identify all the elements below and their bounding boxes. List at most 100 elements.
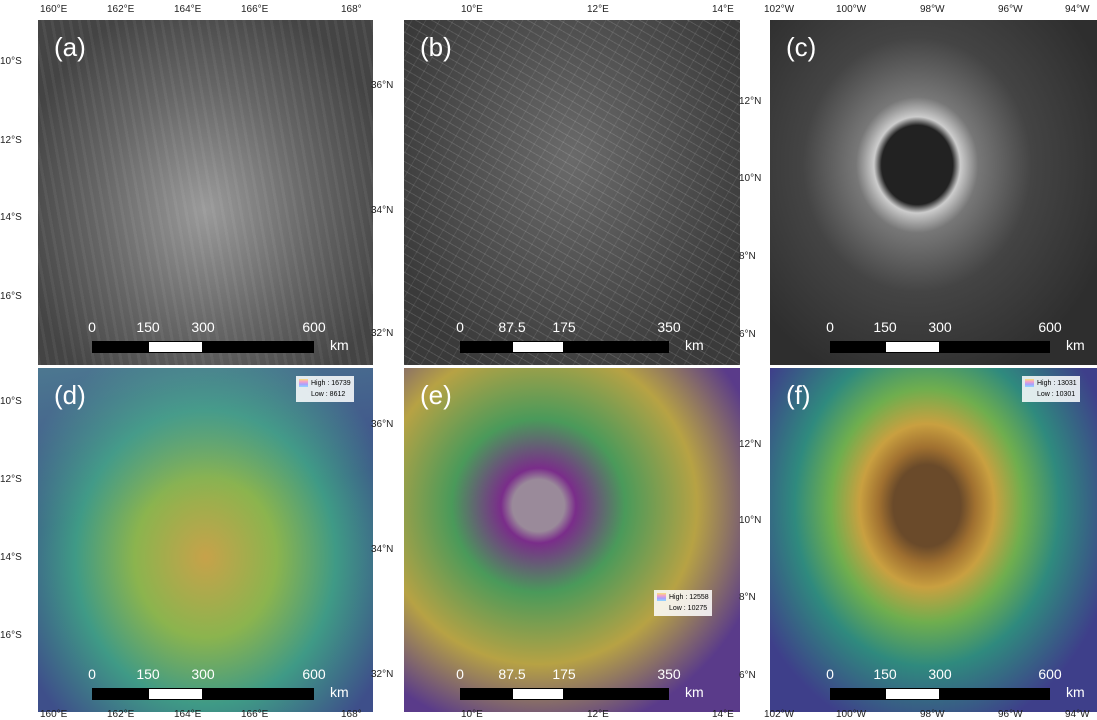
lon-tick-label: 12°E xyxy=(587,4,609,15)
scale-unit: km xyxy=(1066,684,1085,700)
legend: High : 13031 Low : 10301 xyxy=(1022,376,1080,402)
scale-bar-segment xyxy=(940,341,1050,353)
lon-tick-label: 166°E xyxy=(241,709,268,720)
scale-label: 300 xyxy=(191,666,214,682)
lat-tick-label: 12°N xyxy=(739,439,761,450)
lat-tick-label: 16°S xyxy=(0,291,22,302)
lon-tick-label: 14°E xyxy=(712,709,734,720)
scale-label: 300 xyxy=(928,319,951,335)
lat-tick-label: 36°N xyxy=(371,419,393,430)
scale-bar-segment xyxy=(512,688,564,700)
scale-unit: km xyxy=(330,684,349,700)
scale-unit: km xyxy=(330,337,349,353)
legend-high: High : 13031 xyxy=(1025,378,1077,389)
lat-tick-label: 10°S xyxy=(0,396,22,407)
lon-tick-label: 100°W xyxy=(836,709,866,720)
lon-tick-label: 14°E xyxy=(712,4,734,15)
scale-label: 150 xyxy=(873,319,896,335)
scale-bar-segment xyxy=(460,688,512,700)
legend: High : 16739 Low : 8612 xyxy=(296,376,354,402)
lon-tick-label: 168° xyxy=(341,709,362,720)
scale-label: 87.5 xyxy=(498,319,525,335)
legend-text: High : 13031 xyxy=(1037,380,1077,387)
figure: (a) 0 150 300 600 km 10°S 12°S 14°S 16°S (b) 0 87.5 1… xyxy=(0,0,1097,720)
lon-tick-label: 160°E xyxy=(40,709,67,720)
legend-swatch xyxy=(299,379,308,387)
scale-bar-segment xyxy=(830,688,885,700)
lon-tick-label: 10°E xyxy=(461,709,483,720)
lon-tick-label: 96°W xyxy=(998,709,1023,720)
lat-tick-label: 8°N xyxy=(739,251,756,262)
panel-label: (a) xyxy=(54,32,86,63)
lat-tick-label: 34°N xyxy=(371,544,393,555)
lon-tick-label: 164°E xyxy=(174,4,201,15)
lat-tick-label: 10°N xyxy=(739,173,761,184)
lat-tick-label: 32°N xyxy=(371,669,393,680)
lon-tick-label: 98°W xyxy=(920,709,945,720)
legend-low: Low : 10301 xyxy=(1025,389,1077,400)
scale-label: 600 xyxy=(1038,319,1061,335)
scale-bar-segment xyxy=(885,688,940,700)
scale-bar-segment xyxy=(92,688,148,700)
lat-tick-label: 16°S xyxy=(0,630,22,641)
legend-low: Low : 10275 xyxy=(657,603,709,614)
legend-text: High : 12558 xyxy=(669,594,709,601)
lon-tick-label: 100°W xyxy=(836,4,866,15)
panel-label: (e) xyxy=(420,380,452,411)
lon-tick-label: 98°W xyxy=(920,4,945,15)
legend-swatch xyxy=(1025,379,1034,387)
scale-bar-segment xyxy=(564,688,669,700)
legend-high: High : 16739 xyxy=(299,378,351,389)
scale-bar-segment xyxy=(203,688,314,700)
legend-low: Low : 8612 xyxy=(299,389,351,400)
scale-label: 175 xyxy=(552,666,575,682)
lon-tick-label: 168° xyxy=(341,4,362,15)
lat-tick-label: 36°N xyxy=(371,80,393,91)
lat-tick-label: 14°S xyxy=(0,212,22,223)
lat-tick-label: 8°N xyxy=(739,592,756,603)
lon-tick-label: 164°E xyxy=(174,709,201,720)
lon-tick-label: 162°E xyxy=(107,709,134,720)
legend-text: High : 16739 xyxy=(311,380,351,387)
lat-tick-label: 12°N xyxy=(739,96,761,107)
scale-unit: km xyxy=(685,337,704,353)
scale-label: 150 xyxy=(136,319,159,335)
panel-label: (c) xyxy=(786,32,816,63)
scale-label: 300 xyxy=(928,666,951,682)
lon-tick-label: 12°E xyxy=(587,709,609,720)
legend-swatch xyxy=(657,593,666,601)
lat-tick-label: 6°N xyxy=(739,329,756,340)
lat-tick-label: 34°N xyxy=(371,205,393,216)
scale-label: 0 xyxy=(456,319,464,335)
scale-label: 0 xyxy=(826,666,834,682)
lon-tick-label: 102°W xyxy=(764,709,794,720)
lat-tick-label: 32°N xyxy=(371,328,393,339)
lon-tick-label: 94°W xyxy=(1065,709,1090,720)
scale-label: 300 xyxy=(191,319,214,335)
lat-tick-label: 10°N xyxy=(739,515,761,526)
scale-bar-segment xyxy=(460,341,512,353)
panel-label: (f) xyxy=(786,380,811,411)
scale-label: 350 xyxy=(657,319,680,335)
lon-tick-label: 96°W xyxy=(998,4,1023,15)
lat-tick-label: 12°S xyxy=(0,474,22,485)
scale-label: 150 xyxy=(873,666,896,682)
scale-bar-segment xyxy=(940,688,1050,700)
lon-tick-label: 10°E xyxy=(461,4,483,15)
scale-label: 87.5 xyxy=(498,666,525,682)
scale-bar-segment xyxy=(564,341,669,353)
panel-label: (b) xyxy=(420,32,452,63)
lon-tick-label: 160°E xyxy=(40,4,67,15)
lon-tick-label: 166°E xyxy=(241,4,268,15)
scale-bar-segment xyxy=(92,341,148,353)
scale-label: 0 xyxy=(826,319,834,335)
scale-bar-segment xyxy=(885,341,940,353)
scale-label: 150 xyxy=(136,666,159,682)
scale-bar-segment xyxy=(148,688,203,700)
